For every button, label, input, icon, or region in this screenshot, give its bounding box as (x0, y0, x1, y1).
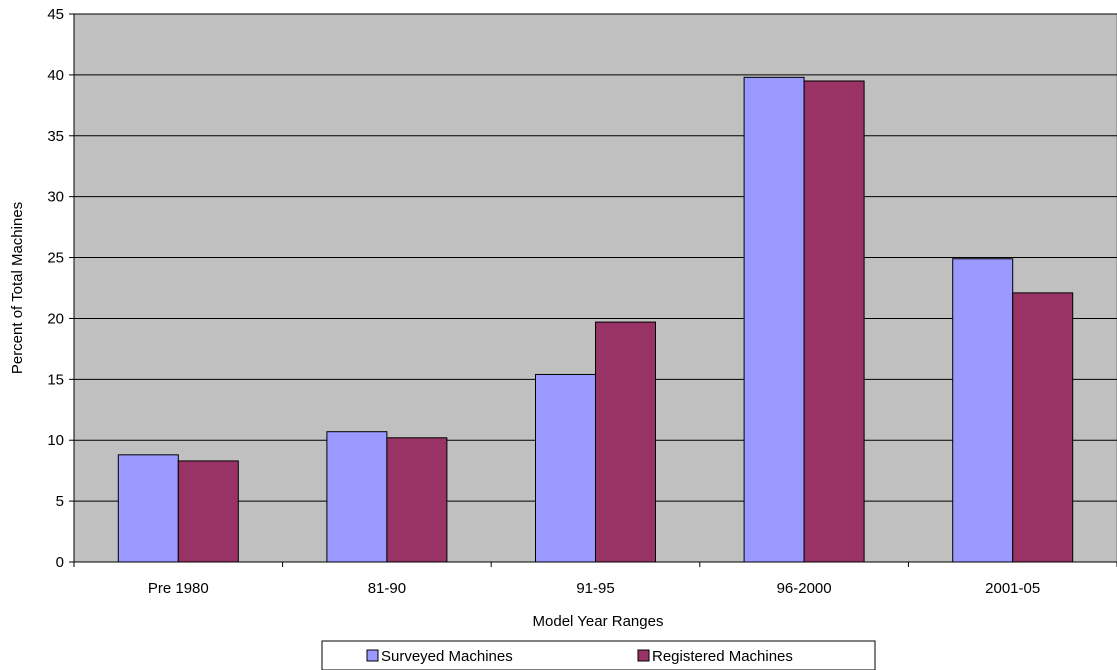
legend-swatch-surveyed (366, 649, 379, 662)
legend-label-registered: Registered Machines (652, 648, 793, 665)
y-tick-label: 35 (47, 128, 64, 145)
y-tick-label: 15 (47, 371, 64, 388)
y-tick-label: 10 (47, 432, 64, 449)
y-tick-label: 20 (47, 310, 64, 327)
bar-surveyed (952, 258, 1014, 563)
bar-registered (1012, 292, 1074, 563)
bar-registered (803, 80, 865, 563)
x-axis-title: Model Year Ranges (533, 613, 664, 630)
bar-registered (177, 460, 239, 563)
x-tick-label: 81-90 (368, 580, 406, 597)
y-tick-label: 0 (56, 554, 64, 571)
bar-registered (595, 321, 656, 563)
bars (117, 76, 1074, 563)
bar-surveyed (743, 76, 805, 563)
x-axis: Pre 1980 81-90 91-95 96-2000 2001-05 (73, 561, 1117, 597)
y-tick-label: 40 (47, 67, 64, 84)
bar-registered (386, 437, 448, 563)
legend: Surveyed Machines Registered Machines (321, 640, 876, 670)
x-tick-label: Pre 1980 (148, 580, 209, 597)
y-axis-title: Percent of Total Machines (9, 202, 26, 374)
legend-label-surveyed: Surveyed Machines (381, 648, 513, 665)
y-tick-label: 5 (56, 493, 64, 510)
y-axis: 0 5 10 15 20 25 30 35 40 45 (47, 6, 75, 571)
x-tick-label: 2001-05 (985, 580, 1040, 597)
x-tick-label: 96-2000 (777, 580, 832, 597)
y-tick-label: 25 (47, 250, 64, 267)
bar-surveyed (326, 431, 388, 563)
y-tick-label: 45 (47, 6, 64, 23)
legend-box (321, 640, 876, 670)
bar-surveyed (535, 373, 596, 563)
legend-swatch-registered (637, 649, 650, 662)
y-tick-label: 30 (47, 189, 64, 206)
bar-surveyed (117, 454, 179, 563)
x-tick-label: 91-95 (576, 580, 614, 597)
